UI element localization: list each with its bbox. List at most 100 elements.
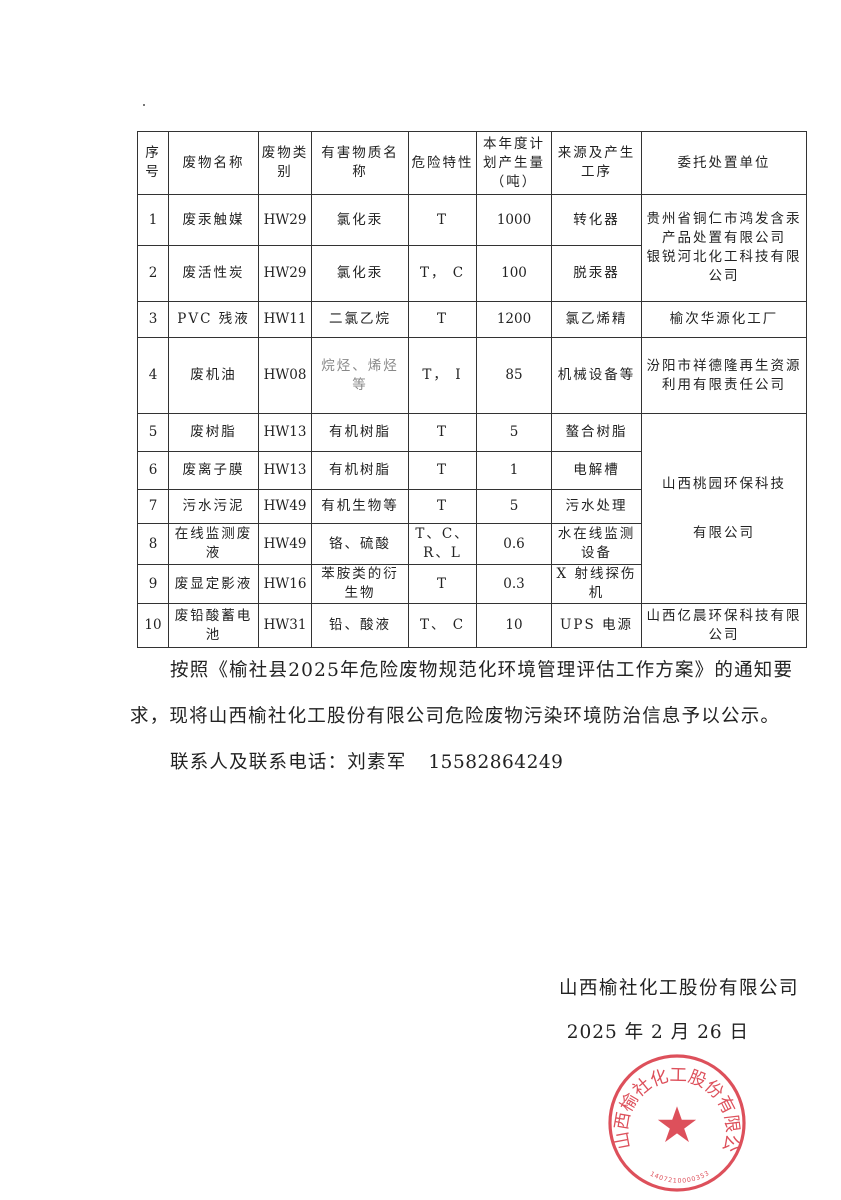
cell-name: 在线监测废液 xyxy=(168,523,259,565)
cell-name: 废活性炭 xyxy=(168,245,259,302)
cell-source: 氯乙烯精 xyxy=(551,301,642,338)
cell-hazard: T， C xyxy=(408,245,477,302)
disposal-unit: 山西桃园环保科技 xyxy=(662,475,786,492)
scan-speck xyxy=(143,104,145,106)
cell-substance: 烷烃、烯烃等 xyxy=(311,337,409,414)
header-cell: 废物名称 xyxy=(168,131,259,195)
company-seal: 山西榆社化工股份有限公司 1407210000353 xyxy=(606,1052,746,1192)
cell-amount: 0.6 xyxy=(476,523,552,565)
cell-category: HW31 xyxy=(258,603,312,648)
table-row: 1 废汞触媒 HW29 氯化汞 T 1000 转化器 贵州省铜仁市鸿发含汞产品处置有限公司 银锐… xyxy=(137,194,807,302)
cell-source: 脱汞器 xyxy=(551,245,642,302)
cell-name: PVC 残液 xyxy=(168,301,259,338)
cell-category: HW13 xyxy=(258,451,312,490)
cell-name: 废树脂 xyxy=(168,413,259,452)
document-body: 序号 废物名称 废物类别 有害物质名称 危险特性 本年度计划产生量（吨） 来源及… xyxy=(0,131,841,786)
cell-disposal: 榆次华源化工厂 xyxy=(641,301,807,338)
table-row: 9 废显定影液 HW16 苯胺类的衍生物 T 0.3 X 射线探伤机 xyxy=(137,564,807,604)
cell-disposal: 贵州省铜仁市鸿发含汞产品处置有限公司 银锐河北化工科技有限公司 xyxy=(641,194,807,302)
cell-name: 废离子膜 xyxy=(168,451,259,490)
cell-amount: 5 xyxy=(476,413,552,452)
signature-company: 山西榆社化工股份有限公司 xyxy=(558,978,799,999)
header-cell: 危险特性 xyxy=(408,131,477,195)
cell-amount: 0.3 xyxy=(476,564,552,604)
cell-category: HW49 xyxy=(258,523,312,565)
cell-substance: 氯化汞 xyxy=(311,194,409,246)
cell-source: X 射线探伤机 xyxy=(551,564,642,604)
cell-hazard: T xyxy=(408,489,477,524)
notice-text: 按照《榆社县2025年危险废物规范化环境管理评估工作方案》的通知要求，现将山西榆… xyxy=(130,660,794,727)
cell-hazard: T， I xyxy=(408,337,477,414)
cell-name: 废铅酸蓄电池 xyxy=(168,603,259,648)
cell-source: 污水处理 xyxy=(551,489,642,524)
table-row: 3 PVC 残液 HW11 二氯乙烷 T 1200 氯乙烯精 榆次华源化工厂 xyxy=(137,301,807,338)
cell-substance: 氯化汞 xyxy=(311,245,409,302)
cell-category: HW49 xyxy=(258,489,312,524)
cell-hazard: T、 C xyxy=(408,603,477,648)
cell-category: HW11 xyxy=(258,301,312,338)
cell-hazard: T xyxy=(408,413,477,452)
cell-disposal: 山西亿晨环保科技有限公司 xyxy=(641,603,807,648)
cell-no: 1 xyxy=(137,194,169,246)
cell-category: HW29 xyxy=(258,194,312,246)
contact-label: 联系人及联系电话：刘素军 xyxy=(170,752,407,773)
cell-no: 4 xyxy=(137,337,169,414)
cell-source: UPS 电源 xyxy=(551,603,642,648)
contact-line: 联系人及联系电话：刘素军 15582864249 xyxy=(170,740,841,786)
cell-category: HW08 xyxy=(258,337,312,414)
cell-hazard: T xyxy=(408,564,477,604)
table-row: 10 废铅酸蓄电池 HW31 铅、酸液 T、 C 10 UPS 电源 山西亿晨环保科技有限公司 xyxy=(137,603,807,648)
table-row: 4 废机油 HW08 烷烃、烯烃等 T， I 85 机械设备等 汾阳市祥德隆再生资源利用有限责… xyxy=(137,337,807,414)
table-header-row: 序号 废物名称 废物类别 有害物质名称 危险特性 本年度计划产生量（吨） 来源及… xyxy=(137,131,807,195)
cell-amount: 10 xyxy=(476,603,552,648)
contact-phone: 15582864249 xyxy=(428,752,564,773)
disposal-unit: 贵州省铜仁市鸿发含汞产品处置有限公司 xyxy=(646,211,802,246)
cell-no: 5 xyxy=(137,413,169,452)
table-row: 7 污水污泥 HW49 有机生物等 T 5 污水处理 xyxy=(137,489,807,524)
cell-amount: 1 xyxy=(476,451,552,490)
cell-no: 8 xyxy=(137,523,169,565)
cell-amount: 1000 xyxy=(476,194,552,246)
cell-substance: 铅、酸液 xyxy=(311,603,409,648)
cell-substance: 有机树脂 xyxy=(311,413,409,452)
header-cell: 委托处置单位 xyxy=(641,131,807,195)
table-row: 5 废树脂 HW13 有机树脂 T 5 螯合树脂 山西桃园环保科技 有限公司 xyxy=(137,413,807,604)
cell-source: 转化器 xyxy=(551,194,642,246)
cell-no: 3 xyxy=(137,301,169,338)
hazardous-waste-table: 序号 废物名称 废物类别 有害物质名称 危险特性 本年度计划产生量（吨） 来源及… xyxy=(137,131,807,648)
header-cell: 本年度计划产生量（吨） xyxy=(476,131,552,195)
header-cell: 废物类别 xyxy=(258,131,312,195)
cell-no: 7 xyxy=(137,489,169,524)
cell-source: 电解槽 xyxy=(551,451,642,490)
cell-substance: 有机树脂 xyxy=(311,451,409,490)
cell-amount: 1200 xyxy=(476,301,552,338)
cell-hazard: T xyxy=(408,301,477,338)
cell-hazard: T xyxy=(408,451,477,490)
cell-disposal: 汾阳市祥德隆再生资源利用有限责任公司 xyxy=(641,337,807,414)
cell-substance: 二氯乙烷 xyxy=(311,301,409,338)
table-row: 8 在线监测废液 HW49 铬、硫酸 T、C、R、L 0.6 水在线监测设备 xyxy=(137,523,807,565)
cell-category: HW16 xyxy=(258,564,312,604)
cell-no: 2 xyxy=(137,245,169,302)
disposal-unit: 有限公司 xyxy=(693,524,755,541)
table-row: 6 废离子膜 HW13 有机树脂 T 1 电解槽 xyxy=(137,451,807,490)
header-cell: 来源及产生工序 xyxy=(551,131,642,195)
cell-category: HW29 xyxy=(258,245,312,302)
cell-source: 螯合树脂 xyxy=(551,413,642,452)
cell-name: 废汞触媒 xyxy=(168,194,259,246)
seal-text: 山西榆社化工股份有限公司 xyxy=(606,1052,742,1154)
seal-star xyxy=(657,1106,697,1143)
cell-no: 10 xyxy=(137,603,169,648)
table-row: 2 废活性炭 HW29 氯化汞 T， C 100 脱汞器 xyxy=(137,245,807,302)
cell-source: 水在线监测设备 xyxy=(551,523,642,565)
cell-source: 机械设备等 xyxy=(551,337,642,414)
cell-no: 6 xyxy=(137,451,169,490)
cell-name: 废机油 xyxy=(168,337,259,414)
cell-substance: 铬、硫酸 xyxy=(311,523,409,565)
cell-hazard: T xyxy=(408,194,477,246)
header-cell: 有害物质名称 xyxy=(311,131,409,195)
cell-hazard: T、C、R、L xyxy=(408,523,477,565)
cell-amount: 85 xyxy=(476,337,552,414)
cell-substance: 有机生物等 xyxy=(311,489,409,524)
cell-name: 污水污泥 xyxy=(168,489,259,524)
